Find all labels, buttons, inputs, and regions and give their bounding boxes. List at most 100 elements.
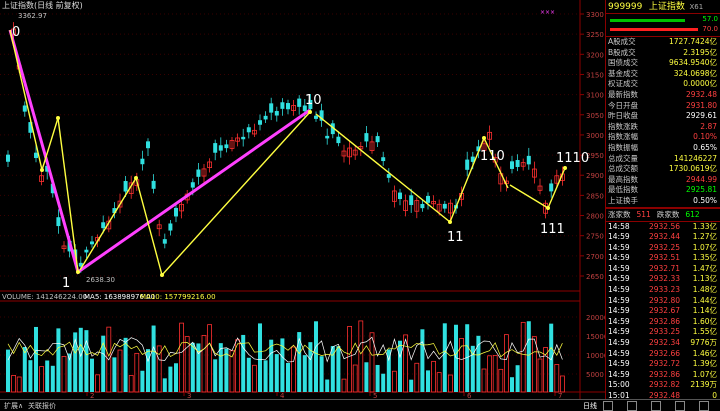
volume-bar-up xyxy=(487,355,493,393)
candle-down xyxy=(140,158,145,165)
tick-price: 2932.80 xyxy=(648,295,680,305)
toolbar-icon-5[interactable] xyxy=(699,401,709,411)
y-tick-label: 2850 xyxy=(586,192,604,200)
tick-price: 2932.86 xyxy=(648,316,680,326)
related-quote-button[interactable]: 关联报价 xyxy=(28,402,56,410)
chart-canvas[interactable]: 3300325032003150310030503000295029002850… xyxy=(0,0,608,400)
tick-volume: 1.60亿 xyxy=(692,316,717,326)
candle-down xyxy=(190,182,195,188)
kline-chart[interactable]: 3300 3250 3200 3150 3100 3050 3000 2950 2900 2850… xyxy=(0,0,608,400)
volume-bar-down xyxy=(465,324,470,392)
quote-key: 最低指数 xyxy=(608,185,638,195)
candle-down xyxy=(308,99,313,110)
volume-bar-down xyxy=(409,379,414,392)
quote-header[interactable]: 999999 上证指数 X61 xyxy=(606,0,720,14)
bottom-bar: 扩展∧ 关联报价 日线 xyxy=(0,399,720,411)
toolbar-icon-4[interactable] xyxy=(675,401,685,411)
candle-down xyxy=(28,122,33,133)
wave-arrow xyxy=(160,273,164,277)
candle-up xyxy=(520,162,526,167)
toolbar-icon-2[interactable] xyxy=(627,401,637,411)
volume-bar-up xyxy=(207,324,213,393)
expand-button[interactable]: 扩展∧ xyxy=(4,402,24,410)
candle-down xyxy=(45,165,50,172)
volume-bar-up xyxy=(403,334,409,393)
quote-row: 基金成交 324.0698亿 xyxy=(606,69,720,80)
volume-bar-down xyxy=(515,365,520,392)
candle-down xyxy=(409,195,414,206)
candle-down xyxy=(213,143,218,153)
period-label[interactable]: 日线 xyxy=(583,402,597,410)
quote-key: 今日开盘 xyxy=(608,100,638,110)
quote-row: 权证成交 0.0000亿 xyxy=(606,79,720,90)
volume-bar-up xyxy=(560,375,565,393)
candle-up xyxy=(235,137,241,142)
wave-yellow xyxy=(9,29,43,171)
wave-label: 110 xyxy=(480,149,505,164)
volume-bar-up xyxy=(436,372,442,393)
quote-row: 最高指数 2944.99 xyxy=(606,175,720,186)
volume-bar-down xyxy=(73,332,78,392)
tick-row: 14:59 2932.25 1.07亿 xyxy=(606,243,720,254)
volume-bar-down xyxy=(140,370,145,392)
tick-price: 2932.71 xyxy=(648,263,680,273)
candle-down xyxy=(549,183,554,192)
index-tag: X61 xyxy=(689,3,704,11)
tick-time: 14:59 xyxy=(608,316,630,326)
volume-bar-down xyxy=(386,349,391,392)
crosshair-marks: ××× xyxy=(540,9,555,16)
tick-volume: 1.13亿 xyxy=(692,274,717,284)
volume-bar-down xyxy=(364,362,369,392)
down-count: 612 xyxy=(685,209,700,219)
candle-up xyxy=(403,200,409,211)
wave-yellow xyxy=(547,167,566,209)
tick-row: 14:59 2933.23 1.48亿 xyxy=(606,285,720,296)
tick-price: 2932.34 xyxy=(648,338,680,348)
tick-list[interactable]: 14:58 2932.56 1.33亿 14:59 2932.44 1.27亿 14:59 2… xyxy=(606,222,720,402)
ma10-label: MA10: 157799216.00 xyxy=(140,293,216,301)
volume-bar-down xyxy=(168,366,173,392)
volume-bar-down xyxy=(174,363,178,392)
candle-up xyxy=(481,143,487,151)
volume-bar-down xyxy=(549,323,554,392)
quote-rows: A股成交 1727.7424亿 B股成交 2.3195亿 国债成交 9634.9540亿基… xyxy=(606,37,720,208)
candle-down xyxy=(123,181,128,192)
volume-bar-up xyxy=(235,339,241,393)
candle-down xyxy=(56,217,61,227)
y-tick-label: 3100 xyxy=(586,92,604,100)
volume-bar-up xyxy=(341,378,347,393)
tick-price: 2932.56 xyxy=(648,221,680,231)
volume-bar-up xyxy=(106,326,112,393)
candle-up xyxy=(414,200,420,212)
quote-key: 最高指数 xyxy=(608,174,638,184)
tick-volume: 1.55亿 xyxy=(692,327,717,337)
quote-row: 今日开盘 2931.80 xyxy=(606,101,720,112)
tick-price: 2932.48 xyxy=(648,391,680,400)
ma5-line xyxy=(7,336,563,363)
quote-row: 总成交额 1730.0619亿 xyxy=(606,164,720,175)
volume-bar-up xyxy=(520,321,526,393)
quote-key: 指数涨跌 xyxy=(608,121,638,131)
tick-volume: 1.07亿 xyxy=(692,242,717,252)
toolbar-icon-3[interactable] xyxy=(651,401,661,411)
toolbar-icon-1[interactable] xyxy=(603,401,613,411)
wave-arrow xyxy=(563,166,567,170)
index-name: 上证指数 xyxy=(648,2,685,12)
candle-down xyxy=(269,103,274,113)
volume-bar-down xyxy=(297,332,302,392)
volume-bar-up xyxy=(179,322,185,393)
wave-arrow xyxy=(482,136,486,140)
quote-key: 昨日收盘 xyxy=(608,111,638,121)
tick-volume: 1.44亿 xyxy=(692,295,717,305)
tick-volume: 1.07亿 xyxy=(692,369,717,379)
volume-bar-down xyxy=(224,348,229,392)
quote-key: A股成交 xyxy=(608,37,636,46)
tick-row: 14:59 2932.34 9776万 xyxy=(606,338,720,349)
volume-bar-down xyxy=(319,356,324,392)
wave-arrow xyxy=(40,168,44,172)
volume-bar-down xyxy=(280,338,285,392)
tick-volume: 1.48亿 xyxy=(692,285,717,295)
candle-down xyxy=(297,98,302,107)
quote-value: 2944.99 xyxy=(685,174,717,184)
candle-down xyxy=(263,115,268,120)
